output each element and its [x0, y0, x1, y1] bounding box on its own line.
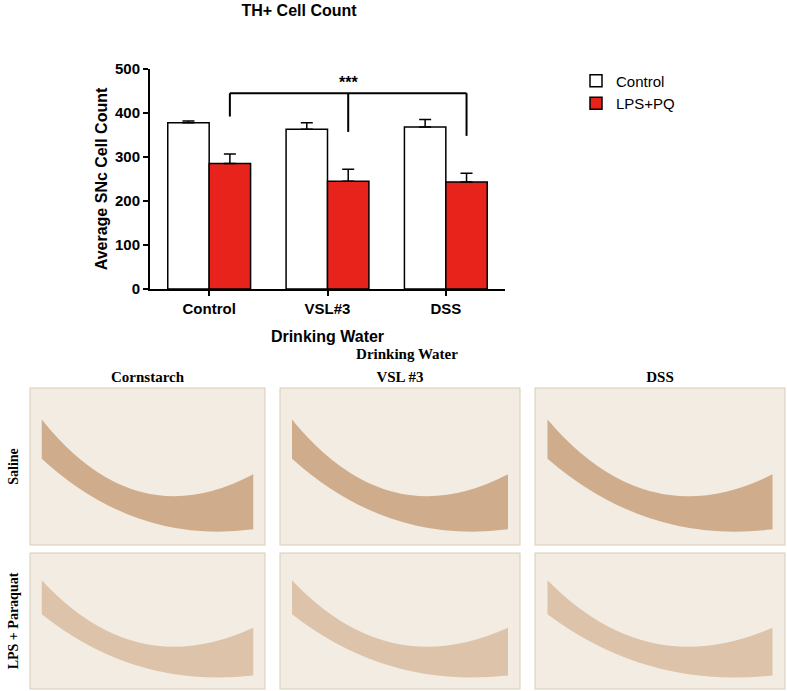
svg-text:LPS + Paraquat: LPS + Paraquat: [6, 572, 21, 669]
svg-text:TH+ Cell Count: TH+ Cell Count: [242, 2, 358, 19]
svg-text:VSL #3: VSL #3: [376, 369, 423, 385]
svg-text:500: 500: [115, 60, 140, 77]
svg-text:400: 400: [115, 104, 140, 121]
svg-text:Control: Control: [616, 73, 664, 90]
svg-text:LPS+PQ: LPS+PQ: [616, 95, 675, 112]
svg-text:Drinking Water: Drinking Water: [356, 346, 458, 362]
svg-text:Saline: Saline: [6, 448, 21, 485]
svg-text:Drinking Water: Drinking Water: [271, 328, 384, 345]
svg-text:Cornstarch: Cornstarch: [111, 369, 185, 385]
svg-text:Average SNc Cell Count: Average SNc Cell Count: [93, 87, 110, 270]
svg-text:200: 200: [115, 192, 140, 209]
svg-text:300: 300: [115, 148, 140, 165]
svg-text:***: ***: [339, 74, 358, 91]
svg-text:VSL#3: VSL#3: [305, 300, 351, 317]
svg-text:0: 0: [132, 280, 140, 297]
svg-text:100: 100: [115, 236, 140, 253]
svg-text:DSS: DSS: [430, 300, 461, 317]
svg-text:DSS: DSS: [646, 369, 674, 385]
svg-text:Control: Control: [183, 300, 236, 317]
